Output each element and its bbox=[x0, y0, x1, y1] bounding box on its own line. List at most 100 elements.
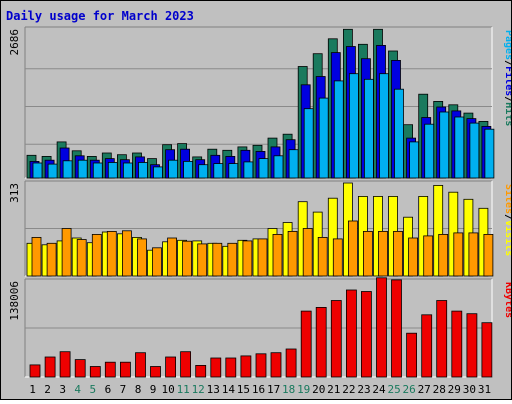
x-tick-23: 23 bbox=[357, 383, 370, 396]
x-tick-26: 26 bbox=[402, 383, 415, 396]
bar-sites-27 bbox=[423, 235, 434, 277]
bar-sites-9 bbox=[152, 247, 162, 277]
bar-kbytes-7 bbox=[120, 361, 131, 378]
legend-item: Files bbox=[503, 66, 511, 96]
x-tick-25: 25 bbox=[387, 383, 400, 396]
bar-pages-10 bbox=[168, 159, 179, 179]
legend-item: / bbox=[503, 96, 511, 102]
legend-item: Sites bbox=[503, 184, 511, 214]
bar-sites-18 bbox=[287, 230, 298, 277]
bar-kbytes-23 bbox=[360, 291, 372, 378]
bar-sites-10 bbox=[167, 237, 178, 277]
x-tick-6: 6 bbox=[105, 383, 112, 396]
bar-kbytes-19 bbox=[300, 310, 312, 378]
x-tick-31: 31 bbox=[478, 383, 491, 396]
bar-visits-21 bbox=[327, 197, 338, 277]
legend-top: Pages/Files/Hits bbox=[503, 30, 511, 126]
x-tick-5: 5 bbox=[89, 383, 96, 396]
bar-sites-26 bbox=[408, 237, 419, 277]
x-tick-12: 12 bbox=[192, 383, 205, 396]
legend-item: Visits bbox=[503, 220, 511, 256]
bar-sites-12 bbox=[197, 243, 208, 277]
legend-bottom: KBytes bbox=[503, 282, 511, 318]
bar-pages-17 bbox=[273, 155, 284, 179]
bar-sites-3 bbox=[61, 228, 72, 277]
bar-kbytes-4 bbox=[74, 359, 86, 378]
bar-kbytes-28 bbox=[436, 300, 448, 378]
bar-sites-25 bbox=[393, 230, 403, 277]
bar-sites-13 bbox=[212, 242, 223, 277]
bar-pages-13 bbox=[213, 163, 224, 179]
bar-sites-4 bbox=[76, 239, 87, 277]
bar-sites-30 bbox=[468, 232, 479, 277]
x-tick-4: 4 bbox=[74, 383, 81, 396]
bar-sites-28 bbox=[438, 233, 449, 277]
bar-pages-2 bbox=[47, 163, 58, 179]
bar-sites-31 bbox=[483, 233, 494, 277]
bar-sites-23 bbox=[362, 230, 373, 277]
bar-pages-9 bbox=[153, 166, 163, 179]
bar-pages-21 bbox=[333, 80, 344, 179]
bar-pages-27 bbox=[424, 123, 435, 179]
bar-pages-16 bbox=[258, 158, 269, 179]
x-tick-3: 3 bbox=[59, 383, 66, 396]
bar-pages-20 bbox=[318, 97, 329, 179]
bar-sites-24 bbox=[378, 230, 388, 277]
x-tick-24: 24 bbox=[372, 383, 386, 396]
x-tick-10: 10 bbox=[161, 383, 174, 396]
max-label-bottom: 138006 bbox=[8, 281, 21, 321]
bar-kbytes-5 bbox=[89, 366, 101, 378]
bar-kbytes-29 bbox=[451, 310, 463, 378]
x-tick-7: 7 bbox=[120, 383, 127, 396]
bar-sites-11 bbox=[182, 240, 193, 277]
bar-sites-8 bbox=[137, 238, 147, 277]
bar-sites-15 bbox=[242, 240, 253, 277]
x-tick-19: 19 bbox=[297, 383, 310, 396]
bar-pages-5 bbox=[92, 162, 103, 179]
bar-kbytes-14 bbox=[225, 357, 237, 378]
bar-pages-19 bbox=[303, 108, 314, 179]
bar-sites-29 bbox=[453, 232, 464, 277]
x-tick-20: 20 bbox=[312, 383, 325, 396]
bar-kbytes-6 bbox=[104, 361, 116, 378]
legend-item: Hits bbox=[503, 102, 511, 126]
bar-pages-30 bbox=[469, 122, 480, 179]
bar-pages-11 bbox=[183, 160, 194, 179]
bar-pages-4 bbox=[77, 159, 88, 179]
bar-kbytes-27 bbox=[421, 314, 433, 378]
bar-pages-8 bbox=[138, 162, 148, 179]
bar-kbytes-2 bbox=[44, 356, 56, 378]
legend-item: Pages bbox=[503, 30, 511, 60]
legend-middle: Sites/Visits bbox=[503, 184, 511, 256]
chart-title: Daily usage for March 2023 bbox=[6, 9, 194, 23]
x-tick-28: 28 bbox=[433, 383, 446, 396]
bar-sites-21 bbox=[332, 238, 343, 277]
x-tick-8: 8 bbox=[135, 383, 142, 396]
bar-pages-26 bbox=[409, 141, 420, 179]
x-tick-13: 13 bbox=[207, 383, 220, 396]
x-tick-2: 2 bbox=[44, 383, 51, 396]
bar-pages-3 bbox=[62, 160, 73, 179]
bar-kbytes-11 bbox=[180, 351, 192, 378]
bar-kbytes-13 bbox=[210, 357, 222, 378]
bar-pages-12 bbox=[198, 164, 209, 179]
x-tick-29: 29 bbox=[448, 383, 461, 396]
bar-pages-7 bbox=[123, 162, 133, 179]
bar-pages-29 bbox=[454, 116, 465, 179]
bar-sites-16 bbox=[257, 238, 268, 277]
bar-kbytes-17 bbox=[270, 352, 282, 378]
bar-pages-24 bbox=[379, 73, 389, 179]
bar-kbytes-15 bbox=[240, 355, 252, 378]
x-tick-27: 27 bbox=[418, 383, 431, 396]
bar-kbytes-26 bbox=[406, 332, 418, 378]
bar-sites-2 bbox=[46, 242, 57, 277]
x-tick-9: 9 bbox=[150, 383, 157, 396]
max-label-top: 2686 bbox=[8, 29, 21, 56]
x-tick-22: 22 bbox=[342, 383, 355, 396]
bar-sites-6 bbox=[106, 230, 117, 277]
legend-item: KBytes bbox=[503, 282, 511, 318]
bar-pages-31 bbox=[484, 128, 495, 179]
legend-item: / bbox=[503, 60, 511, 66]
x-tick-1: 1 bbox=[29, 383, 36, 396]
